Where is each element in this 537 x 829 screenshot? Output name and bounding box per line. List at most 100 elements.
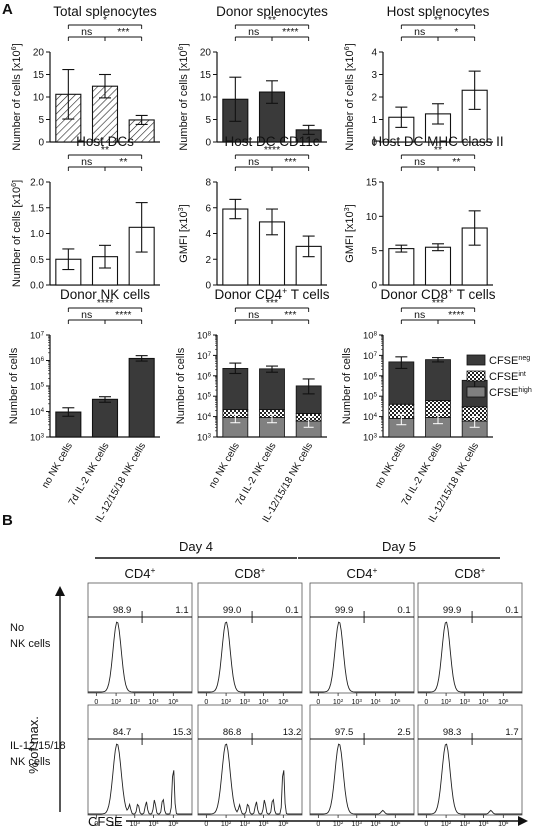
significance-bracket: **** [271,26,310,41]
y-tick-label: 104 [363,412,378,424]
x-category-label: 7d IL-2 NK cells [400,441,445,508]
x-tick-label: 0 [204,821,208,828]
significance-bracket: ns [234,26,273,41]
legend-label: CFSEint [489,370,526,383]
gate-percent-right: 0.1 [505,605,518,616]
y-tick-label: 6 [205,203,211,214]
bar-segment-cfse-neg [259,368,285,411]
y-tick-label: 10 [366,212,378,223]
x-category-label: 7d IL-2 NK cells [67,441,112,508]
y-tick-label: 108 [197,330,212,342]
y-tick-label: 0.0 [30,281,44,292]
significance-bracket: ns [234,309,273,324]
significance-label: **** [115,309,131,321]
histogram-panel: 86.8 13.2 0 102 103 104 105 [197,704,303,829]
flow-cytometry-grid: Day 4 Day 5 CD4+ CD8+ CD4+ CD8+ No NK cells IL-1… [10,539,528,829]
significance-bracket: ns [400,156,439,171]
significance-bracket: * [67,14,143,29]
significance-bracket: ** [67,144,143,159]
y-tick-label: 1.5 [30,203,44,214]
panel-label-a: A [2,1,13,18]
bar [91,398,119,438]
significance-label: ** [119,156,127,168]
y-tick-label: 4 [205,229,211,240]
chart-1: Total splenocytes 0 5 10 15 20 Number of cells… [10,4,160,151]
y-tick-label: 2.0 [30,178,44,189]
x-tick-label: 104 [148,698,159,707]
row-label: IL-12/15/18 [10,740,66,752]
y-tick-label: 5 [205,115,211,126]
significance-bracket: ns [67,156,106,171]
significance-label: ns [414,26,425,38]
chart-5: Host DC CD11c 0 2 4 6 8 GMFI [x103] **** ns *** [177,134,327,292]
x-tick-label: 104 [258,698,269,707]
y-tick-label: 103 [30,432,45,444]
gate-percent-left: 99.9 [443,605,462,616]
y-tick-label: 8 [205,178,211,189]
y-tick-label: 0 [371,138,377,149]
bar [388,248,415,286]
x-tick-label: 0 [316,821,320,828]
y-tick-label: 10 [200,93,212,104]
significance-label: ns [414,309,425,321]
significance-bracket: ns [400,26,439,41]
x-tick-label: 0 [94,821,98,828]
x-tick-label: 102 [221,698,232,707]
significance-label: ** [268,14,276,26]
x-tick-label: 105 [498,820,509,829]
bar [424,246,452,286]
histogram-panel: 99.0 0.1 0 102 103 104 105 [197,582,303,707]
x-tick-label: 102 [441,820,452,829]
panel-frame [197,704,303,816]
y-axis-label: Number of cells [x106] [10,180,23,287]
significance-label: ** [452,156,460,168]
day-label: Day 5 [382,539,416,554]
panel-frame [309,582,415,694]
y-tick-label: 104 [30,407,45,419]
significance-label: * [103,14,107,26]
row-label: NK cells [10,638,51,650]
chart-3: Host splenocytes 0 1 2 3 4 Number of cells [x1… [343,4,493,151]
y-axis-label: Number of cells [8,347,20,424]
gate-percent-left: 99.0 [223,605,242,616]
row-label: No [10,622,24,634]
significance-bracket: **** [67,297,143,312]
legend-swatch [466,354,486,366]
x-tick-label: 103 [240,820,251,829]
y-arrow-head [55,586,65,596]
x-tick-label: 104 [258,820,269,829]
legend-swatch [466,386,486,398]
significance-bracket: ns [234,156,273,171]
y-axis-label: Number of cells [x106] [10,43,23,150]
histogram-curve [310,743,414,815]
gate-percent-right: 13.2 [283,727,302,738]
gate-percent-right: 0.1 [285,605,298,616]
column-header: CD4+ [347,565,378,581]
bar [128,357,155,438]
x-tick-label: 104 [148,820,159,829]
y-tick-label: 5 [38,115,44,126]
significance-bracket: ns [67,26,106,41]
x-tick-label: 105 [390,820,401,829]
x-tick-label: 105 [168,698,179,707]
x-tick-label: 104 [370,698,381,707]
x-tick-label: 103 [352,698,363,707]
panel-frame [87,704,193,816]
gate-percent-left: 86.8 [223,727,242,738]
significance-bracket: *** [400,297,476,312]
significance-bracket: **** [234,144,310,159]
significance-bracket: ns [67,309,106,324]
significance-label: ** [434,144,442,156]
gate-percent-left: 84.7 [113,727,132,738]
significance-label: *** [284,309,296,321]
significance-label: ** [101,144,109,156]
day-label: Day 4 [179,539,213,554]
significance-label: **** [448,309,464,321]
y-tick-label: 15 [200,70,212,81]
gate-percent-left: 99.9 [335,605,354,616]
histogram-curve [418,621,522,693]
y-tick-label: 15 [366,178,378,189]
x-category-label: no NK cells [40,441,75,490]
